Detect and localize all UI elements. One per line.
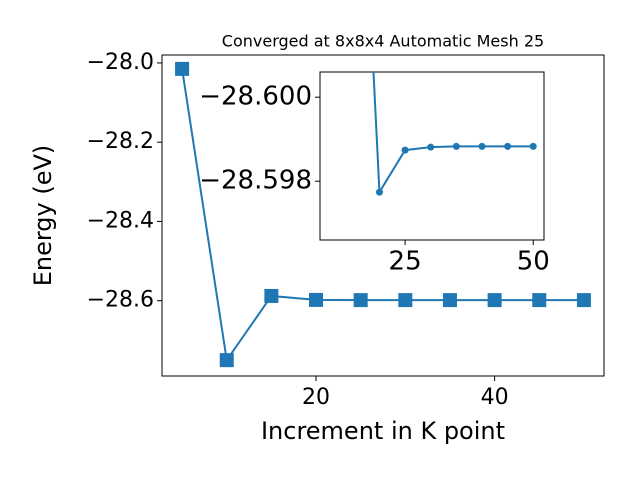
- marker: [529, 142, 537, 150]
- marker: [401, 146, 409, 154]
- marker: [427, 143, 435, 151]
- y-axis-label: Energy (eV): [29, 145, 57, 287]
- x-tick-label: 40: [481, 385, 509, 410]
- x-tick-label: 50: [517, 247, 550, 277]
- marker: [452, 142, 460, 150]
- marker: [576, 293, 591, 308]
- marker: [219, 353, 234, 368]
- y-tick-label: −28.6: [87, 288, 154, 313]
- chart-title: Converged at 8x8x4 Automatic Mesh 25: [222, 32, 544, 51]
- y-tick-label: −28.600: [199, 82, 312, 112]
- marker: [375, 188, 383, 196]
- x-tick-label: 20: [302, 385, 330, 410]
- y-tick-label: −28.598: [199, 166, 312, 196]
- marker: [175, 61, 190, 76]
- marker: [309, 292, 324, 307]
- y-tick-label: −28.0: [87, 50, 154, 75]
- marker: [398, 293, 413, 308]
- marker: [487, 293, 502, 308]
- plot-area: [319, 71, 545, 241]
- marker: [478, 142, 486, 150]
- marker: [442, 293, 457, 308]
- marker: [532, 293, 547, 308]
- y-tick-label: −28.4: [87, 208, 154, 233]
- marker: [353, 293, 368, 308]
- series-line: [181, 68, 584, 363]
- x-axis-label: Increment in K point: [261, 417, 505, 445]
- y-tick-label: −28.2: [87, 129, 154, 154]
- x-tick-label: 25: [389, 247, 422, 277]
- series-line: [372, 72, 534, 196]
- marker: [264, 288, 279, 303]
- marker: [504, 142, 512, 150]
